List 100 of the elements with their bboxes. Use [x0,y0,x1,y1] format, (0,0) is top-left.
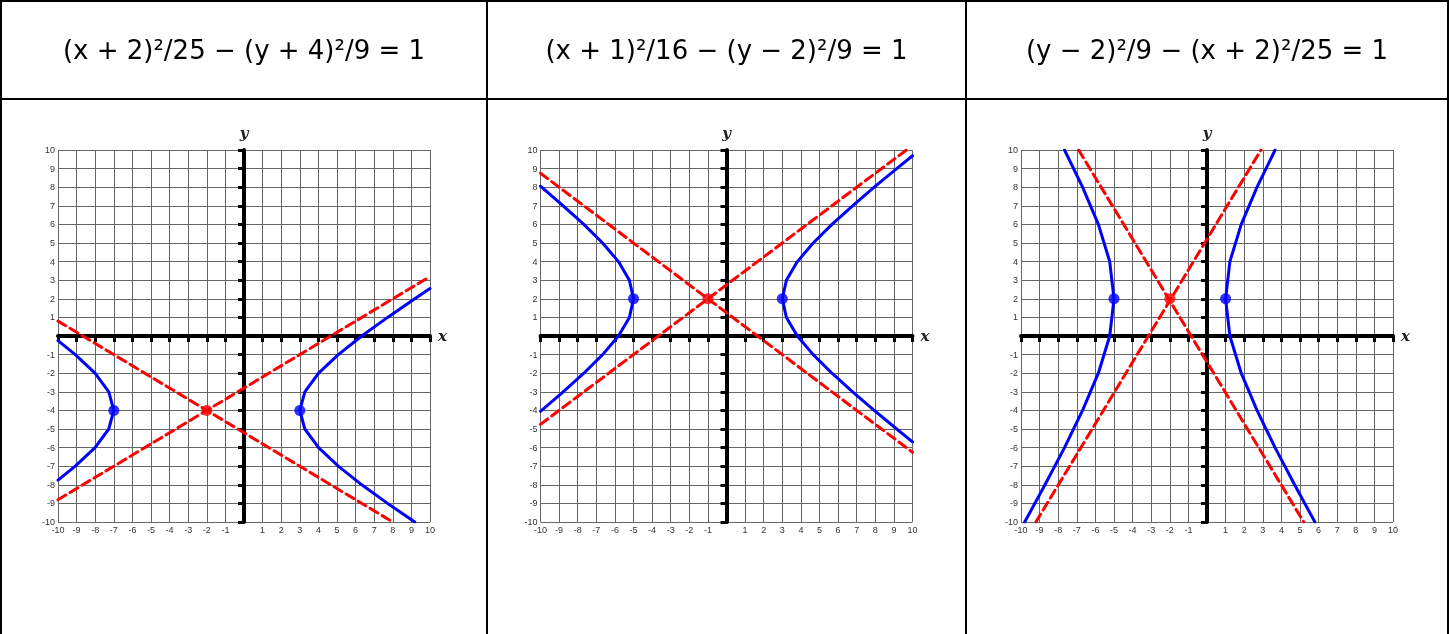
y-tick-label: 6 [1012,219,1018,230]
x-tick-label: 3 [779,524,785,535]
x-tick-label: 4 [798,524,804,535]
x-tick-label: 4 [1278,524,1284,535]
y-tick-label: 6 [49,219,55,230]
x-tick-label: -1 [221,524,230,535]
x-tick-label: -2 [685,524,694,535]
x-tick-label: -9 [555,524,564,535]
y-tick-label: -6 [46,442,55,453]
y-tick-label: 1 [532,312,538,323]
y-tick-label: 5 [532,238,538,248]
y-tick-label: -7 [529,461,538,472]
x-tick-label: -9 [1035,524,1044,535]
x-tick-label: -4 [648,524,657,535]
x-tick-label: -2 [1165,524,1174,535]
x-tick-label: 5 [1297,524,1303,535]
y-tick-label: -8 [1009,479,1018,490]
x-tick-label: -8 [573,524,582,535]
x-tick-label: -2 [202,524,211,535]
y-tick-label: 6 [532,219,538,230]
x-tick-label: 7 [371,524,377,535]
x-tick-label: -6 [128,524,137,535]
x-tick-label: -7 [592,524,601,535]
y-tick-label: 4 [1012,256,1018,267]
y-tick-label: 10 [527,145,538,155]
x-tick-label: 6 [1316,524,1322,535]
y-tick-label: 9 [49,163,55,174]
y-tick-label: -9 [1009,498,1018,509]
y-tick-label: -6 [529,442,538,453]
y-tick-label: -5 [46,424,55,434]
x-tick-label: 1 [742,524,748,535]
y-tick-label: -6 [1009,442,1018,453]
y-axis-title: y [1201,123,1213,142]
x-tick-label: -1 [1184,524,1193,535]
y-tick-label: 7 [532,200,538,211]
y-tick-label: 5 [1012,238,1018,248]
y-tick-label: -7 [46,461,55,472]
y-tick-label: 5 [49,238,55,248]
y-tick-label: 2 [49,293,55,304]
x-tick-label: 7 [1334,524,1340,535]
x-tick-label: 2 [761,524,767,535]
y-tick-label: -3 [529,386,538,397]
y-tick-label: 9 [1012,163,1018,174]
x-tick-label: 9 [891,524,897,535]
x-tick-label: 10 [1387,524,1399,535]
y-tick-label: -4 [46,405,55,416]
y-tick-label: 10 [44,145,55,155]
y-axis-title: y [238,123,250,142]
x-tick-label: 1 [260,524,266,535]
x-tick-label: -9 [72,524,81,535]
x-tick-label: -3 [666,524,675,535]
y-tick-label: 8 [532,182,538,193]
chart-title: (x + 2)²/25 − (y + 4)²/9 = 1 [2,2,486,100]
x-tick-label: 5 [334,524,340,535]
y-tick-label: -3 [1009,386,1018,397]
x-tick-label: 7 [854,524,860,535]
y-tick-label: -2 [1009,368,1018,379]
y-tick-label: 4 [49,256,55,267]
y-tick-label: -10 [41,517,55,527]
y-tick-label: 9 [532,163,538,174]
y-tick-label: -10 [1004,517,1018,527]
x-tick-label: -5 [146,524,156,535]
x-tick-label: 8 [872,524,878,535]
x-tick-label: -6 [610,524,619,535]
chart-title: (x + 1)²/16 − (y − 2)²/9 = 1 [488,2,965,100]
y-tick-label: -1 [529,349,538,360]
y-tick-label: 1 [49,312,55,323]
y-tick-label: -2 [529,368,538,379]
x-tick-label: 8 [390,524,396,535]
y-tick-label: 7 [1012,200,1018,211]
y-tick-label: -3 [46,386,55,397]
y-tick-label: 8 [49,182,55,193]
x-tick-label: 1 [1223,524,1229,535]
x-tick-label: -4 [1128,524,1137,535]
x-tick-label: -8 [91,524,100,535]
y-axis-title: y [721,123,733,142]
x-tick-label: 8 [1353,524,1359,535]
y-tick-label: 3 [49,275,55,286]
x-tick-label: 3 [1260,524,1266,535]
y-tick-label: -5 [529,424,538,434]
x-tick-label: -7 [109,524,118,535]
x-axis-title: x [919,327,931,345]
y-tick-label: 2 [532,293,538,304]
y-tick-label: -8 [529,479,538,490]
x-tick-label: 6 [353,524,359,535]
x-tick-label: 2 [278,524,284,535]
y-tick-label: 4 [532,256,538,267]
y-tick-label: -10 [524,517,538,527]
x-tick-label: 10 [424,524,436,535]
y-tick-label: -4 [1009,405,1018,416]
y-tick-label: -1 [1009,349,1018,360]
x-tick-label: -4 [165,524,174,535]
x-tick-label: -7 [1072,524,1081,535]
y-tick-label: -5 [1009,424,1018,434]
y-tick-label: 3 [1012,275,1018,286]
y-tick-label: 10 [1007,145,1018,155]
y-tick-label: -1 [46,349,55,360]
y-tick-label: 3 [532,275,538,286]
x-tick-label: -3 [184,524,193,535]
y-tick-label: -9 [46,498,55,509]
